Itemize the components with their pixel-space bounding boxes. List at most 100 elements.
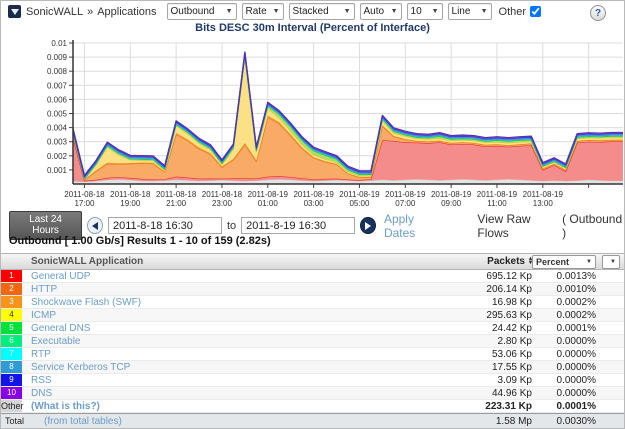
svg-text:2011-08-19: 2011-08-19 <box>523 190 564 199</box>
percent-value: 0.0000% <box>556 361 596 373</box>
total-label: Total <box>5 416 25 426</box>
svg-text:23:00: 23:00 <box>212 199 233 208</box>
rank-badge: 4 <box>1 309 22 321</box>
applications-table: SonicWALL Application Packets ▴ ▾ Percent ▼… <box>1 253 624 428</box>
packets-value: 223.31 Kp <box>485 400 532 412</box>
help-icon[interactable]: ? <box>590 5 606 21</box>
svg-text:2011-08-19: 2011-08-19 <box>385 190 426 199</box>
app-link[interactable]: HTTP <box>31 283 58 295</box>
svg-text:05:00: 05:00 <box>349 199 370 208</box>
svg-text:2011-08-18: 2011-08-18 <box>156 190 197 199</box>
table-row: 8 Service Kerberos TCP 17.55 Kp 0.0000% <box>1 361 624 374</box>
section-label: Applications <box>97 5 157 18</box>
table-row: 3 Shockwave Flash (SWF) 16.98 Kp 0.0002% <box>1 296 624 309</box>
from-date-input[interactable] <box>107 217 222 234</box>
graph-style-select[interactable]: Line ▼ <box>447 3 492 20</box>
table-row: 2 HTTP 206.14 Kp 0.0010% <box>1 283 624 296</box>
svg-text:03:00: 03:00 <box>304 199 325 208</box>
table-row: 1 General UDP 695.12 Kp 0.0013% <box>1 270 624 283</box>
to-date-input[interactable] <box>241 217 356 234</box>
percent-value: 0.0001% <box>556 322 596 334</box>
svg-text:01:00: 01:00 <box>258 199 279 208</box>
chart-title: Bits DESC 30m Interval (Percent of Inter… <box>195 22 430 34</box>
percent-value: 0.0000% <box>556 374 596 386</box>
packets-value: 44.96 Kp <box>491 387 532 399</box>
percent-value: 0.0010% <box>556 283 596 295</box>
table-options-select[interactable]: ▼ <box>602 254 620 269</box>
display-mode-value: Stacked <box>292 6 329 17</box>
top-toolbar: SonicWALL » Applications Outbound ▼ Rate ▼ S… <box>1 1 624 22</box>
graph-style-value: Line <box>451 6 471 17</box>
svg-text:11:00: 11:00 <box>487 199 507 208</box>
display-mode-select[interactable]: Stacked ▼ <box>288 3 355 20</box>
table-row: 6 Executable 2.80 Kp 0.0000% <box>1 335 624 348</box>
packets-value: 24.42 Kp <box>491 322 532 334</box>
raw-flows-outbound-link[interactable]: ( Outbound ) <box>562 211 623 240</box>
other-toggle: Other <box>499 6 542 18</box>
direction-value: Outbound <box>170 6 215 17</box>
percent-value: 0.0000% <box>556 348 596 360</box>
svg-text:09:00: 09:00 <box>441 199 462 208</box>
last-24-hours-button[interactable]: Last 24 Hours <box>9 211 83 240</box>
svg-text:0.007: 0.007 <box>47 81 68 90</box>
rank-badge: 3 <box>1 296 22 308</box>
rank-badge: 8 <box>1 361 22 373</box>
svg-text:2011-08-18: 2011-08-18 <box>110 190 151 199</box>
rank-badge: 6 <box>1 335 22 347</box>
packets-column-header[interactable]: Packets ▴ ▾ <box>487 256 532 267</box>
application-column-header: SonicWALL Application <box>31 256 144 267</box>
packets-value: 1.58 Mp <box>495 415 532 427</box>
apply-dates-link[interactable]: Apply Dates <box>383 211 416 240</box>
metric-value: Rate <box>245 6 267 17</box>
what-is-this-link[interactable]: (What is this?) <box>31 400 100 412</box>
sort-icon[interactable]: ▴ ▾ <box>528 256 532 267</box>
table-row: 7 RTP 53.06 Kp 0.0000% <box>1 348 624 361</box>
svg-text:17:00: 17:00 <box>74 199 95 208</box>
app-link[interactable]: Executable <box>31 335 81 347</box>
svg-text:0.009: 0.009 <box>47 53 68 62</box>
svg-text:21:00: 21:00 <box>166 199 187 208</box>
rank-badge: 2 <box>1 283 22 295</box>
from-total-tables-link[interactable]: (from total tables) <box>44 415 122 427</box>
collapse-triangle-icon[interactable] <box>8 5 21 18</box>
packets-value: 695.12 Kp <box>486 270 532 282</box>
view-raw-flows-label: View Raw Flows <box>477 211 531 240</box>
svg-text:2011-08-19: 2011-08-19 <box>339 190 380 199</box>
svg-text:07:00: 07:00 <box>395 199 416 208</box>
packets-value: 3.09 Kp <box>497 374 532 386</box>
packets-value: 295.63 Kp <box>486 309 532 321</box>
metric-select[interactable]: Rate ▼ <box>241 3 284 20</box>
table-row: 5 General DNS 24.42 Kp 0.0001% <box>1 322 624 335</box>
chart-option-selects: Outbound ▼ Rate ▼ Stacked ▼ Auto ▼ 10 ▼ Line ▼ <box>166 3 497 20</box>
percent-value: 0.0002% <box>556 296 596 308</box>
percent-value: 0.0013% <box>556 270 596 282</box>
scale-select[interactable]: Auto ▼ <box>359 3 402 20</box>
next-period-icon[interactable] <box>360 217 376 234</box>
app-link[interactable]: DNS <box>31 387 53 399</box>
rank-badge: 7 <box>1 348 22 360</box>
app-link[interactable]: RSS <box>31 374 52 386</box>
app-link[interactable]: General UDP <box>31 270 91 282</box>
other-checkbox[interactable] <box>530 6 542 17</box>
percent-column-select[interactable]: Percent ▼ <box>532 254 596 269</box>
app-link[interactable]: General DNS <box>31 322 91 334</box>
svg-text:0.004: 0.004 <box>47 124 68 133</box>
svg-text:2011-08-19: 2011-08-19 <box>248 190 289 199</box>
packets-value: 17.55 Kp <box>491 361 532 373</box>
svg-text:2011-08-19: 2011-08-19 <box>477 190 518 199</box>
svg-text:0.006: 0.006 <box>47 95 68 104</box>
previous-period-icon[interactable] <box>87 217 103 234</box>
svg-text:0.001: 0.001 <box>47 166 68 175</box>
app-link[interactable]: ICMP <box>31 309 56 321</box>
top-count-select[interactable]: 10 ▼ <box>406 3 443 20</box>
packets-value: 206.14 Kp <box>486 283 532 295</box>
app-link[interactable]: Shockwave Flash (SWF) <box>31 296 142 308</box>
direction-select[interactable]: Outbound ▼ <box>166 3 237 20</box>
traffic-area-chart: 0.01 0.009 0.008 0.007 0.006 0.005 0.004 0.003 0… <box>47 39 623 208</box>
chevron-down-icon: ▼ <box>225 8 233 15</box>
app-link[interactable]: Service Kerberos TCP <box>31 361 131 373</box>
table-row: 10 DNS 44.96 Kp 0.0000% <box>1 387 624 400</box>
other-row: Other (What is this?) 223.31 Kp 0.0001% <box>1 400 624 413</box>
app-link[interactable]: RTP <box>31 348 51 360</box>
chevron-down-icon: ▼ <box>480 8 488 15</box>
